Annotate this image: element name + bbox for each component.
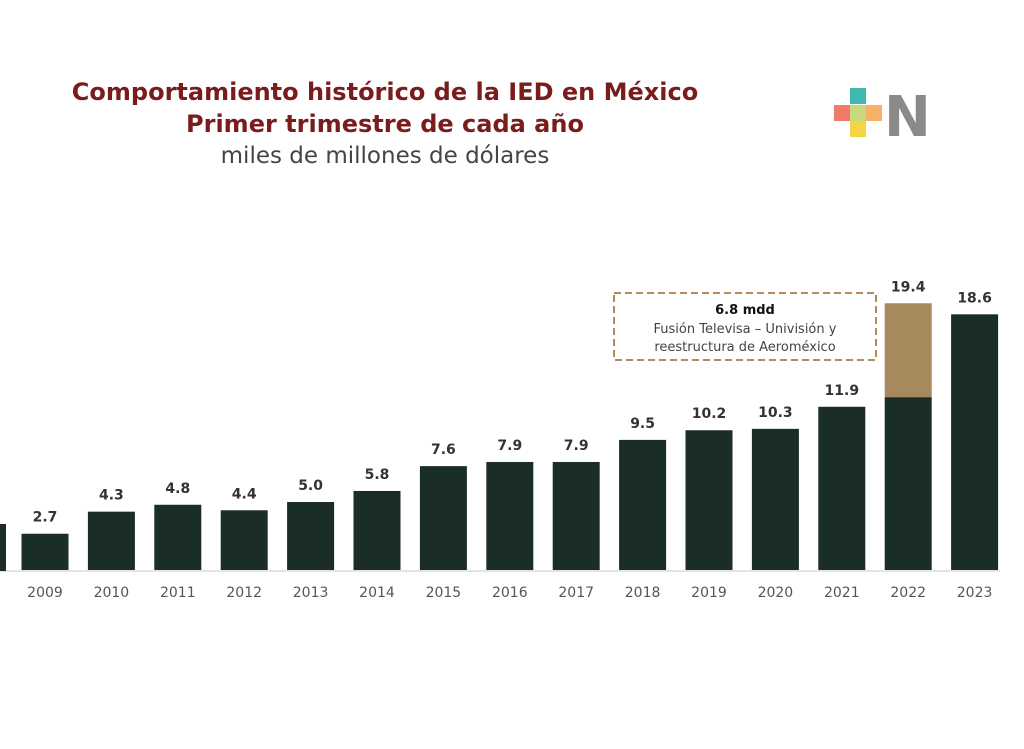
bar-2014 xyxy=(353,490,401,571)
bar-2019 xyxy=(685,430,733,571)
x-tick-label-2023: 2023 xyxy=(957,585,993,601)
plus-n-logo-icon: N xyxy=(834,88,931,140)
logo-square-yellow xyxy=(850,121,866,137)
bar-2021 xyxy=(818,406,866,571)
chart-title: Comportamiento histórico de la IED en Mé… xyxy=(71,78,699,106)
bar-2018 xyxy=(619,439,667,571)
chart-units: miles de millones de dólares xyxy=(220,143,550,169)
x-tick-label-2013: 2013 xyxy=(293,585,329,601)
bar-value-label-2023: 18.6 xyxy=(957,290,992,306)
bar-value-label-2014: 5.8 xyxy=(365,467,390,483)
bar-2012 xyxy=(220,510,268,571)
x-tick-label-2010: 2010 xyxy=(94,585,130,601)
logo-square-lime xyxy=(850,105,866,121)
bar-value-label-2021: 11.9 xyxy=(825,383,860,399)
bar-value-label-2012: 4.4 xyxy=(232,486,257,502)
x-tick-label-2009: 2009 xyxy=(27,585,63,601)
annotation-amount: 6.8 mdd xyxy=(715,303,775,318)
bar-2022 xyxy=(884,397,932,571)
bar-value-label-2022: 19.4 xyxy=(891,279,926,295)
bar-2016 xyxy=(486,461,534,571)
x-tick-label-2018: 2018 xyxy=(625,585,661,601)
bar-2015 xyxy=(419,466,467,571)
bar-value-label-2019: 10.2 xyxy=(692,406,727,422)
bar-highlight-2022 xyxy=(884,303,932,398)
x-tick-label-2021: 2021 xyxy=(824,585,860,601)
bar-value-label-2011: 4.8 xyxy=(165,481,190,497)
chart-title-block: Comportamiento histórico de la IED en Mé… xyxy=(50,76,720,173)
bar-2020 xyxy=(751,428,799,571)
x-tick-label-2016: 2016 xyxy=(492,585,528,601)
bar-value-label-2018: 9.5 xyxy=(630,416,655,432)
bar-2010 xyxy=(87,511,135,571)
bar-value-label-2009: 2.7 xyxy=(33,510,58,526)
annotation-line-2: reestructura de Aeroméxico xyxy=(654,340,835,355)
bar-value-label-2010: 4.3 xyxy=(99,488,124,504)
logo-square-orange xyxy=(866,105,882,121)
bar-2023 xyxy=(951,314,999,571)
x-tick-label-2015: 2015 xyxy=(426,585,462,601)
bar-value-label-2016: 7.9 xyxy=(497,438,522,454)
bars-group: 2.7 4.3 4.8 4.4 5.0 5.8 7.6 7.9 7.9 9.5 10.2 10.3 11… xyxy=(21,279,999,571)
x-tick-label-2019: 2019 xyxy=(691,585,727,601)
logo-square-coral xyxy=(834,105,850,121)
bar-value-label-2017: 7.9 xyxy=(564,438,589,454)
bar-value-label-2013: 5.0 xyxy=(298,478,323,494)
x-tick-label-2022: 2022 xyxy=(890,585,926,601)
x-tick-label-2011: 2011 xyxy=(160,585,196,601)
bar-value-label-2020: 10.3 xyxy=(758,405,793,421)
bar-2017 xyxy=(552,461,600,571)
bar-2011 xyxy=(154,504,202,571)
partial-bar-2008 xyxy=(0,524,6,571)
logo-square-teal xyxy=(850,88,866,104)
chart-subtitle: Primer trimestre de cada año xyxy=(186,110,584,138)
x-tick-label-2017: 2017 xyxy=(558,585,594,601)
logo-letter: N xyxy=(884,88,931,140)
bar-2009 xyxy=(21,533,69,571)
bar-value-label-2015: 7.6 xyxy=(431,442,456,458)
x-tick-label-2014: 2014 xyxy=(359,585,395,601)
x-tick-labels: 2009 2010 2011 2012 2013 2014 2015 2016 2017 2018… xyxy=(27,585,992,601)
x-tick-label-2012: 2012 xyxy=(226,585,262,601)
annotation-line-1: Fusión Televisa – Univisión y xyxy=(654,322,837,337)
annotation-box: 6.8 mdd Fusión Televisa – Univisión y re… xyxy=(613,292,877,361)
x-tick-label-2020: 2020 xyxy=(758,585,794,601)
bar-2013 xyxy=(287,502,335,571)
